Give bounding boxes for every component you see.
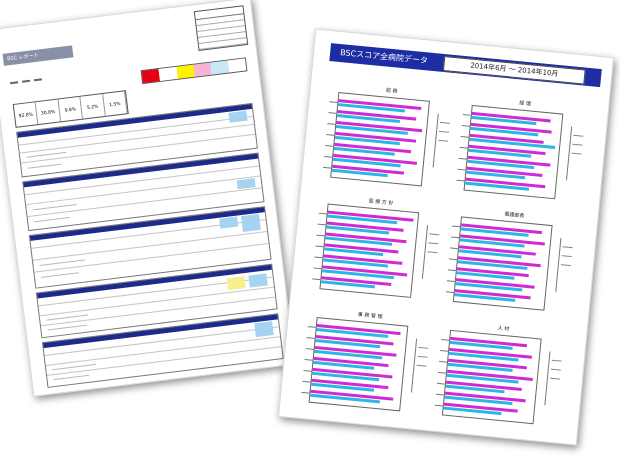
info-cell-2 — [21, 79, 31, 83]
chart-category-label — [449, 247, 458, 250]
info-cell-3 — [33, 78, 43, 82]
chart-category-label — [462, 114, 471, 116]
chart-category-label — [459, 146, 468, 149]
chart-category-label — [323, 166, 332, 169]
chart-category-label — [329, 101, 338, 103]
chart-plot — [312, 203, 420, 298]
score-chart: 事 務 管 理 — [298, 306, 433, 416]
chart-legend — [555, 237, 576, 294]
legend-color-5 — [210, 60, 230, 75]
summary-cell: 5.2% — [80, 94, 106, 119]
chart-legend — [565, 126, 587, 182]
chart-category-label — [327, 123, 336, 125]
chart-category-label — [450, 236, 460, 239]
chart-category-label — [314, 256, 323, 259]
chart-category-label — [445, 291, 454, 293]
report-info-row — [10, 74, 43, 88]
color-legend-bar — [140, 57, 248, 85]
chart-category-label — [441, 339, 450, 341]
legend-color-3 — [176, 64, 195, 79]
bsc-report-sheet: BSC レポート 92.8% 30.8% 9.8% 5.2% 1.5% — [0, 0, 296, 397]
summary-cell: 9.8% — [58, 96, 84, 122]
chart-category-label — [315, 245, 324, 248]
chart-category-label — [317, 223, 326, 226]
chart-category-label — [302, 380, 311, 383]
score-chart: 医 療 方 針 — [309, 193, 444, 303]
chart-category-label — [303, 369, 312, 372]
chart-category-label — [457, 168, 466, 171]
legend-color-1 — [141, 68, 161, 84]
chart-category-label — [437, 371, 447, 374]
legend-color-6 — [227, 58, 247, 73]
summary-cell: 1.5% — [102, 91, 128, 116]
chart-category-label — [446, 280, 455, 283]
chart-category-label — [326, 134, 335, 136]
chart-category-label — [458, 157, 467, 160]
info-cell-1 — [10, 81, 19, 85]
chart-legend — [432, 113, 453, 169]
chart-category-label — [305, 348, 314, 350]
score-chart: 総 務 — [320, 81, 455, 191]
chart-plot — [301, 316, 409, 412]
chart-category-label — [318, 212, 327, 215]
chart-plot — [445, 216, 553, 311]
chart-category-label — [456, 179, 465, 182]
chart-category-label — [435, 393, 444, 396]
chart-plot — [323, 92, 430, 187]
chart-plot — [434, 329, 542, 425]
chart-category-label — [447, 269, 456, 272]
chart-category-label — [325, 145, 334, 147]
chart-category-label — [461, 124, 470, 127]
chart-category-label — [312, 278, 321, 281]
bsc-score-sheet: BSCスコア全病院データ 2014年6月 ～ 2014年10月 総 務 経 理 … — [278, 28, 614, 446]
chart-category-label — [306, 337, 315, 339]
score-chart: 看護部長 — [443, 205, 578, 315]
sheet-title: BSCスコア全病院データ — [339, 48, 429, 66]
chart-category-label — [460, 135, 469, 138]
score-chart: 経 理 — [453, 94, 588, 204]
chart-legend — [544, 351, 565, 407]
chart-category-label — [301, 391, 310, 394]
chart-category-label — [436, 382, 445, 385]
chart-plot — [456, 104, 564, 200]
chart-legend — [421, 225, 442, 281]
legend-color-2 — [158, 66, 178, 81]
legend-table — [193, 5, 249, 52]
report-title-bar: BSC レポート — [2, 45, 74, 66]
chart-category-label — [434, 404, 443, 407]
chart-category-label — [452, 225, 461, 228]
chart-category-label — [328, 112, 337, 114]
chart-legend — [410, 338, 432, 394]
chart-category-label — [448, 258, 457, 261]
chart-category-label — [313, 267, 322, 270]
score-chart: 人 材 — [432, 319, 567, 429]
chart-category-label — [316, 234, 325, 237]
chart-category-label — [440, 349, 449, 352]
summary-cell: 92.8% — [13, 102, 39, 127]
summary-cell: 30.8% — [36, 99, 61, 125]
chart-category-label — [304, 359, 313, 361]
chart-category-label — [324, 155, 333, 158]
chart-category-label — [307, 326, 316, 328]
legend-color-4 — [193, 62, 212, 77]
chart-category-label — [438, 360, 448, 363]
